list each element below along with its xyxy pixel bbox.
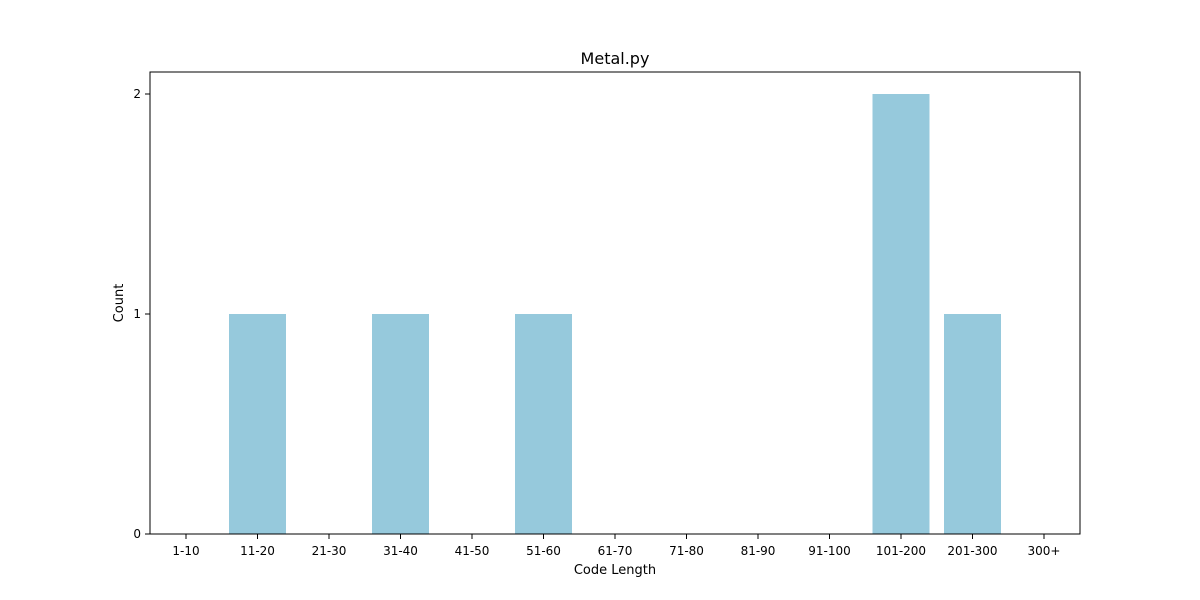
y-tick-label: 2 [133, 87, 141, 101]
x-tick-label: 11-20 [240, 544, 275, 558]
bar-31-40 [372, 314, 429, 534]
bar-101-200 [872, 94, 930, 534]
bar-11-20 [229, 314, 286, 534]
y-axis-ticks: 0 1 2 [133, 87, 150, 541]
x-axis-label: Code Length [574, 563, 656, 578]
x-tick-label: 31-40 [383, 544, 418, 558]
x-tick-label: 61-70 [598, 544, 633, 558]
plot-frame [149, 71, 1081, 535]
x-tick-label: 1-10 [172, 544, 199, 558]
x-tick-label: 91-100 [808, 544, 851, 558]
x-tick-label: 71-80 [669, 544, 704, 558]
x-tick-label: 300+ [1028, 544, 1061, 558]
y-tick-label: 1 [133, 307, 141, 321]
x-tick-label: 101-200 [876, 544, 926, 558]
y-axis-label: Count [112, 284, 127, 323]
x-tick-label: 81-90 [741, 544, 776, 558]
y-tick-label: 0 [133, 527, 141, 541]
x-tick-label: 21-30 [312, 544, 347, 558]
chart-title: Metal.py [581, 49, 650, 68]
x-tick-label: 201-300 [947, 544, 997, 558]
x-tick-label: 41-50 [455, 544, 490, 558]
x-axis-ticks: 1-10 11-20 21-30 31-40 41-50 51-60 61-70 71-80 8… [172, 534, 1060, 558]
bar-51-60 [515, 314, 572, 534]
bars-group [229, 94, 1001, 534]
bar-201-300 [944, 314, 1001, 534]
x-tick-label: 51-60 [526, 544, 561, 558]
